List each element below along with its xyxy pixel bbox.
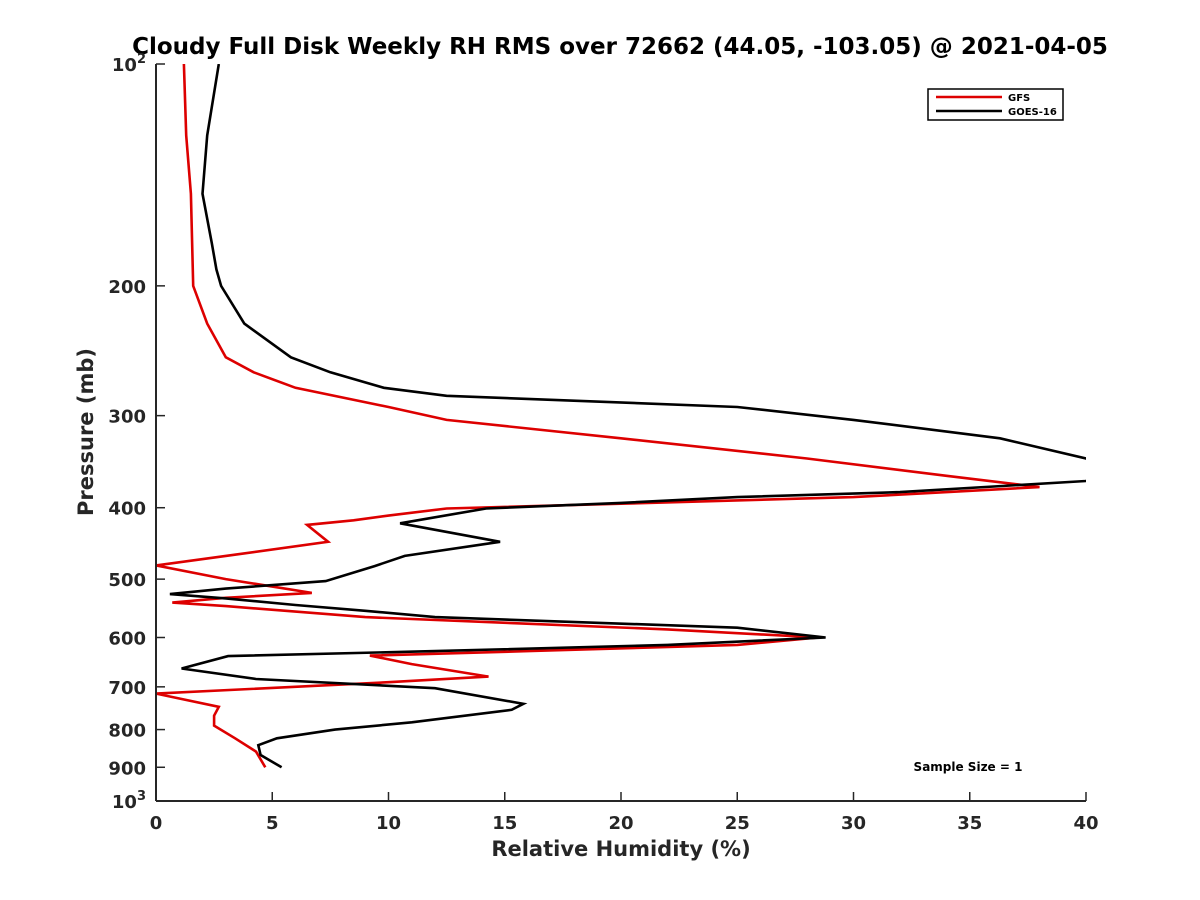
x-tick-label: 20 (608, 813, 633, 834)
x-tick-label: 5 (266, 813, 279, 834)
x-tick-label: 25 (725, 813, 750, 834)
series-line-gfs (156, 64, 1040, 768)
x-tick-label: 35 (957, 813, 982, 834)
x-tick-label: 30 (841, 813, 866, 834)
legend-label-goes-16: GOES-16 (1008, 107, 1057, 118)
x-tick-label: 40 (1073, 813, 1098, 834)
y-axis-label: Pressure (mb) (74, 348, 98, 516)
x-tick-label: 10 (376, 813, 401, 834)
y-tick-label: 900 (108, 758, 146, 779)
x-tick-label: 0 (150, 813, 163, 834)
y-tick-label: 800 (108, 721, 146, 742)
y-tick-label: 102 (112, 52, 146, 76)
y-tick-label: 200 (108, 277, 146, 298)
legend-box (927, 88, 1064, 121)
y-tick-label: 600 (108, 628, 146, 649)
sample-size-annotation: Sample Size = 1 (914, 760, 1023, 774)
chart-title: Cloudy Full Disk Weekly RH RMS over 7266… (132, 34, 1108, 60)
legend: GFS GOES-16 (927, 88, 1064, 121)
x-axis-label: Relative Humidity (%) (491, 837, 750, 861)
y-tick-label: 500 (108, 570, 146, 591)
y-tick-label: 400 (108, 499, 146, 520)
x-ticks: 0 5 10 15 20 25 30 35 40 (150, 792, 1099, 834)
series-line-goes-16 (169, 64, 1086, 769)
y-ticks: 102 200 300 400 500 600 700 800 900 103 (108, 52, 165, 813)
plot-area (156, 64, 1086, 769)
y-tick-label: 700 (108, 678, 146, 699)
y-tick-label: 103 (112, 789, 146, 813)
y-tick-label: 300 (108, 407, 146, 428)
legend-label-gfs: GFS (1008, 93, 1030, 104)
x-tick-label: 15 (492, 813, 517, 834)
